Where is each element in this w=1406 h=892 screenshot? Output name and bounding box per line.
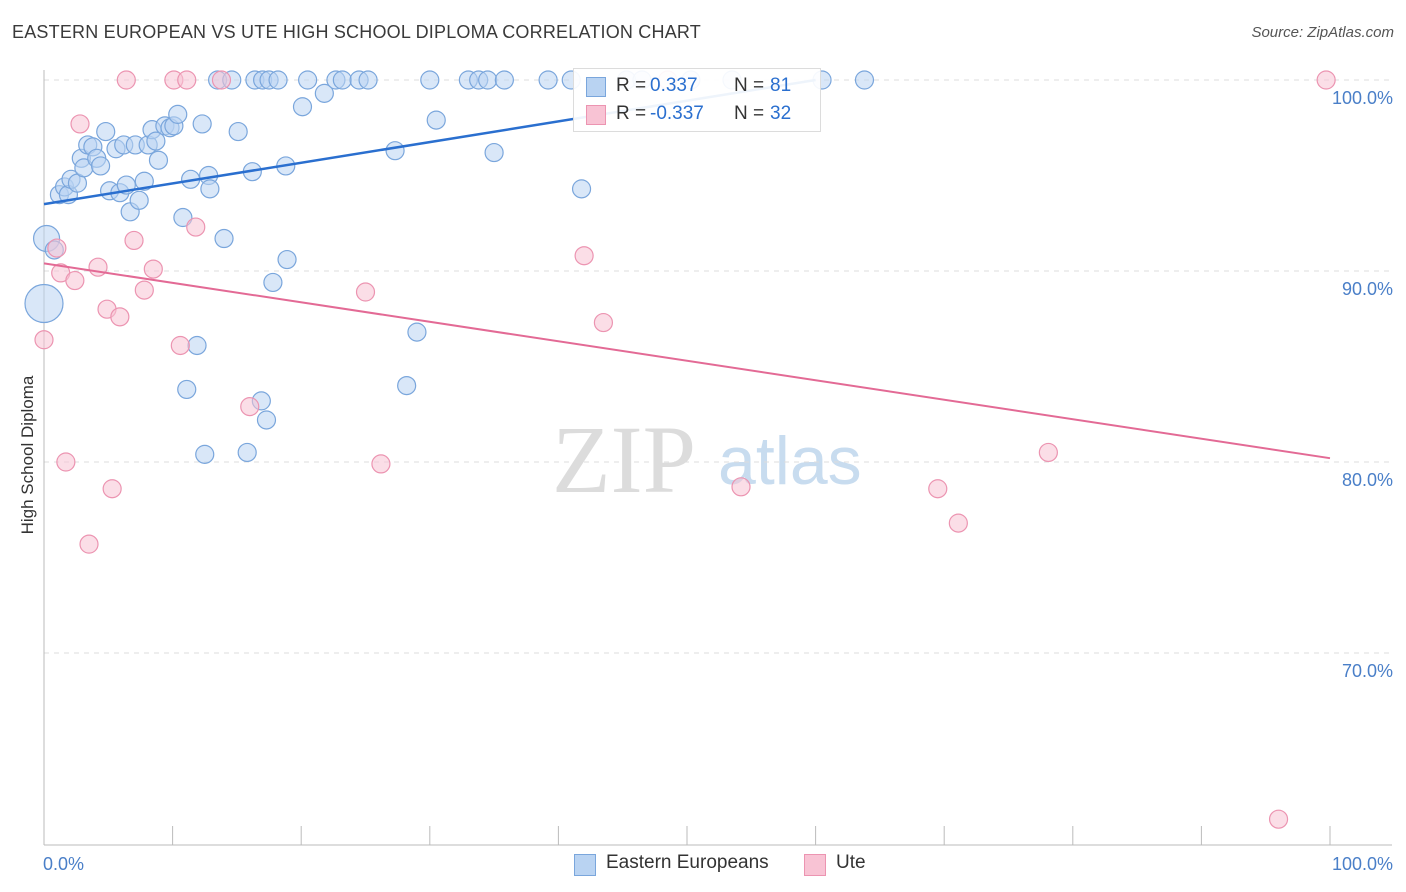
y-tick-label: 80.0% — [1342, 470, 1393, 490]
point-ute — [1316, 70, 1336, 90]
x-tick-label: 0.0% — [43, 854, 84, 874]
point-eastern-europeans — [134, 171, 154, 191]
point-eastern-europeans — [256, 410, 277, 430]
point-ute — [574, 246, 594, 266]
point-ute — [186, 217, 206, 237]
point-eastern-europeans — [200, 179, 220, 199]
stats-r-value: -0.337 — [650, 103, 704, 124]
point-eastern-europeans — [263, 272, 283, 293]
point-eastern-europeans — [214, 228, 234, 249]
point-eastern-europeans — [854, 70, 875, 90]
stats-r-value: 0.337 — [650, 75, 698, 96]
point-eastern-europeans — [228, 121, 248, 142]
point-ute — [731, 477, 751, 497]
point-ute — [110, 307, 130, 327]
axes — [43, 70, 1392, 846]
point-ute — [102, 479, 122, 499]
y-tick-label: 70.0% — [1342, 661, 1393, 681]
point-eastern-europeans — [268, 70, 288, 90]
legend-label: Ute — [836, 852, 866, 873]
point-eastern-europeans — [478, 70, 498, 90]
point-eastern-europeans — [358, 70, 378, 90]
stats-n-value: 81 — [770, 75, 792, 96]
point-eastern-europeans — [494, 70, 514, 90]
point-eastern-europeans — [24, 283, 64, 324]
point-eastern-europeans — [192, 114, 212, 134]
point-eastern-europeans — [187, 335, 207, 356]
point-eastern-europeans — [148, 150, 169, 170]
legend-swatch-pink — [804, 854, 826, 876]
point-eastern-europeans — [407, 322, 427, 342]
point-ute — [928, 479, 948, 499]
point-eastern-europeans — [385, 141, 405, 161]
point-eastern-europeans — [484, 142, 504, 163]
legend-swatch-blue — [574, 854, 596, 876]
point-ute — [70, 114, 90, 134]
point-eastern-europeans — [277, 249, 297, 270]
watermark-zip: ZIP — [552, 406, 696, 513]
point-ute — [355, 282, 376, 302]
trend-line-ute — [43, 262, 1331, 460]
point-eastern-europeans — [173, 207, 193, 228]
point-eastern-europeans — [168, 104, 188, 124]
y-tick-label: 90.0% — [1342, 279, 1393, 299]
point-eastern-europeans — [177, 379, 197, 400]
point-ute — [211, 70, 232, 90]
point-eastern-europeans — [195, 444, 215, 464]
point-eastern-europeans — [420, 70, 440, 90]
stats-row-ute: R = -0.337 N = 32 — [574, 101, 820, 127]
stats-swatch-pink — [586, 105, 606, 125]
point-eastern-europeans — [397, 376, 417, 396]
point-eastern-europeans — [298, 70, 318, 90]
x-tick-label: 100.0% — [1332, 854, 1393, 874]
point-ute — [593, 312, 614, 333]
stats-row-eastern-europeans: R = 0.337 N = 81 — [574, 73, 820, 99]
point-eastern-europeans — [314, 83, 334, 103]
point-eastern-europeans — [146, 131, 166, 151]
point-ute — [177, 70, 197, 90]
point-ute — [1268, 809, 1289, 829]
stats-n-label: N = — [734, 103, 765, 124]
point-ute — [134, 280, 154, 300]
point-ute — [1038, 442, 1058, 463]
point-eastern-europeans — [96, 121, 116, 142]
point-eastern-europeans — [332, 70, 352, 90]
stats-n-value: 32 — [770, 103, 792, 124]
point-eastern-europeans — [571, 179, 592, 199]
point-eastern-europeans — [292, 97, 313, 117]
point-ute — [371, 454, 391, 474]
series-ute — [34, 70, 1336, 829]
watermark: ZIP atlas — [552, 406, 862, 513]
legend-label: Eastern Europeans — [606, 852, 769, 873]
stats-swatch-blue — [586, 77, 606, 97]
stats-r-label: R = — [616, 75, 647, 96]
point-ute — [65, 270, 85, 291]
point-eastern-europeans — [426, 110, 446, 130]
chart-title: EASTERN EUROPEAN VS UTE HIGH SCHOOL DIPL… — [12, 22, 701, 42]
source-label: Source: ZipAtlas.com — [1251, 24, 1394, 41]
point-eastern-europeans — [237, 442, 257, 463]
stats-n-label: N = — [734, 75, 765, 96]
point-ute — [56, 452, 76, 472]
y-tick-label: 100.0% — [1332, 88, 1393, 108]
axis-labels: 100.0% 90.0% 80.0% 70.0% 0.0% 100.0% — [43, 88, 1393, 874]
point-ute — [79, 534, 99, 554]
stats-r-label: R = — [616, 103, 647, 124]
point-eastern-europeans — [90, 156, 111, 176]
point-ute — [34, 330, 54, 350]
point-ute — [170, 335, 190, 356]
point-ute — [240, 397, 260, 417]
point-ute — [116, 70, 136, 90]
point-ute — [47, 238, 67, 258]
legend: Eastern Europeans Ute — [0, 852, 1406, 878]
y-axis-title: High School Diploma — [18, 375, 37, 535]
stats-box: R = 0.337 N = 81 R = -0.337 N = 32 — [573, 68, 821, 132]
point-eastern-europeans — [538, 70, 558, 90]
point-eastern-europeans — [129, 190, 149, 210]
point-ute — [143, 259, 163, 279]
point-ute — [124, 230, 144, 251]
point-ute — [948, 513, 968, 533]
